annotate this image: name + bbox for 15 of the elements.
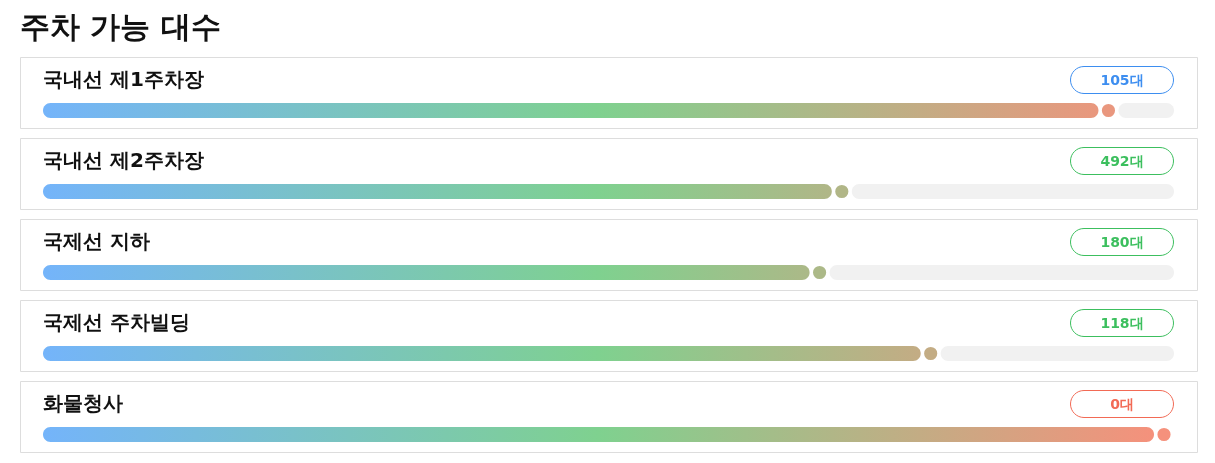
annotation: 180대 xyxy=(1100,234,1144,250)
y-tick-label: 국제선 주차빌딩 xyxy=(43,310,190,334)
y-tick-label: 국제선 지하 xyxy=(43,229,150,253)
chart-title: 주차 가능 대수 xyxy=(20,8,221,44)
annotation: 0대 xyxy=(1110,396,1134,412)
y-tick-label: 국내선 제2주차장 xyxy=(43,148,204,172)
annotation: 105대 xyxy=(1100,72,1144,88)
bar xyxy=(43,427,1154,442)
bar xyxy=(43,184,832,199)
bar xyxy=(43,346,921,361)
annotation: 118대 xyxy=(1100,315,1144,331)
y-tick-label: 국내선 제1주차장 xyxy=(43,67,204,91)
y-tick-label: 화물청사 xyxy=(43,391,123,415)
annotation: 492대 xyxy=(1100,153,1144,169)
bar xyxy=(43,265,810,280)
